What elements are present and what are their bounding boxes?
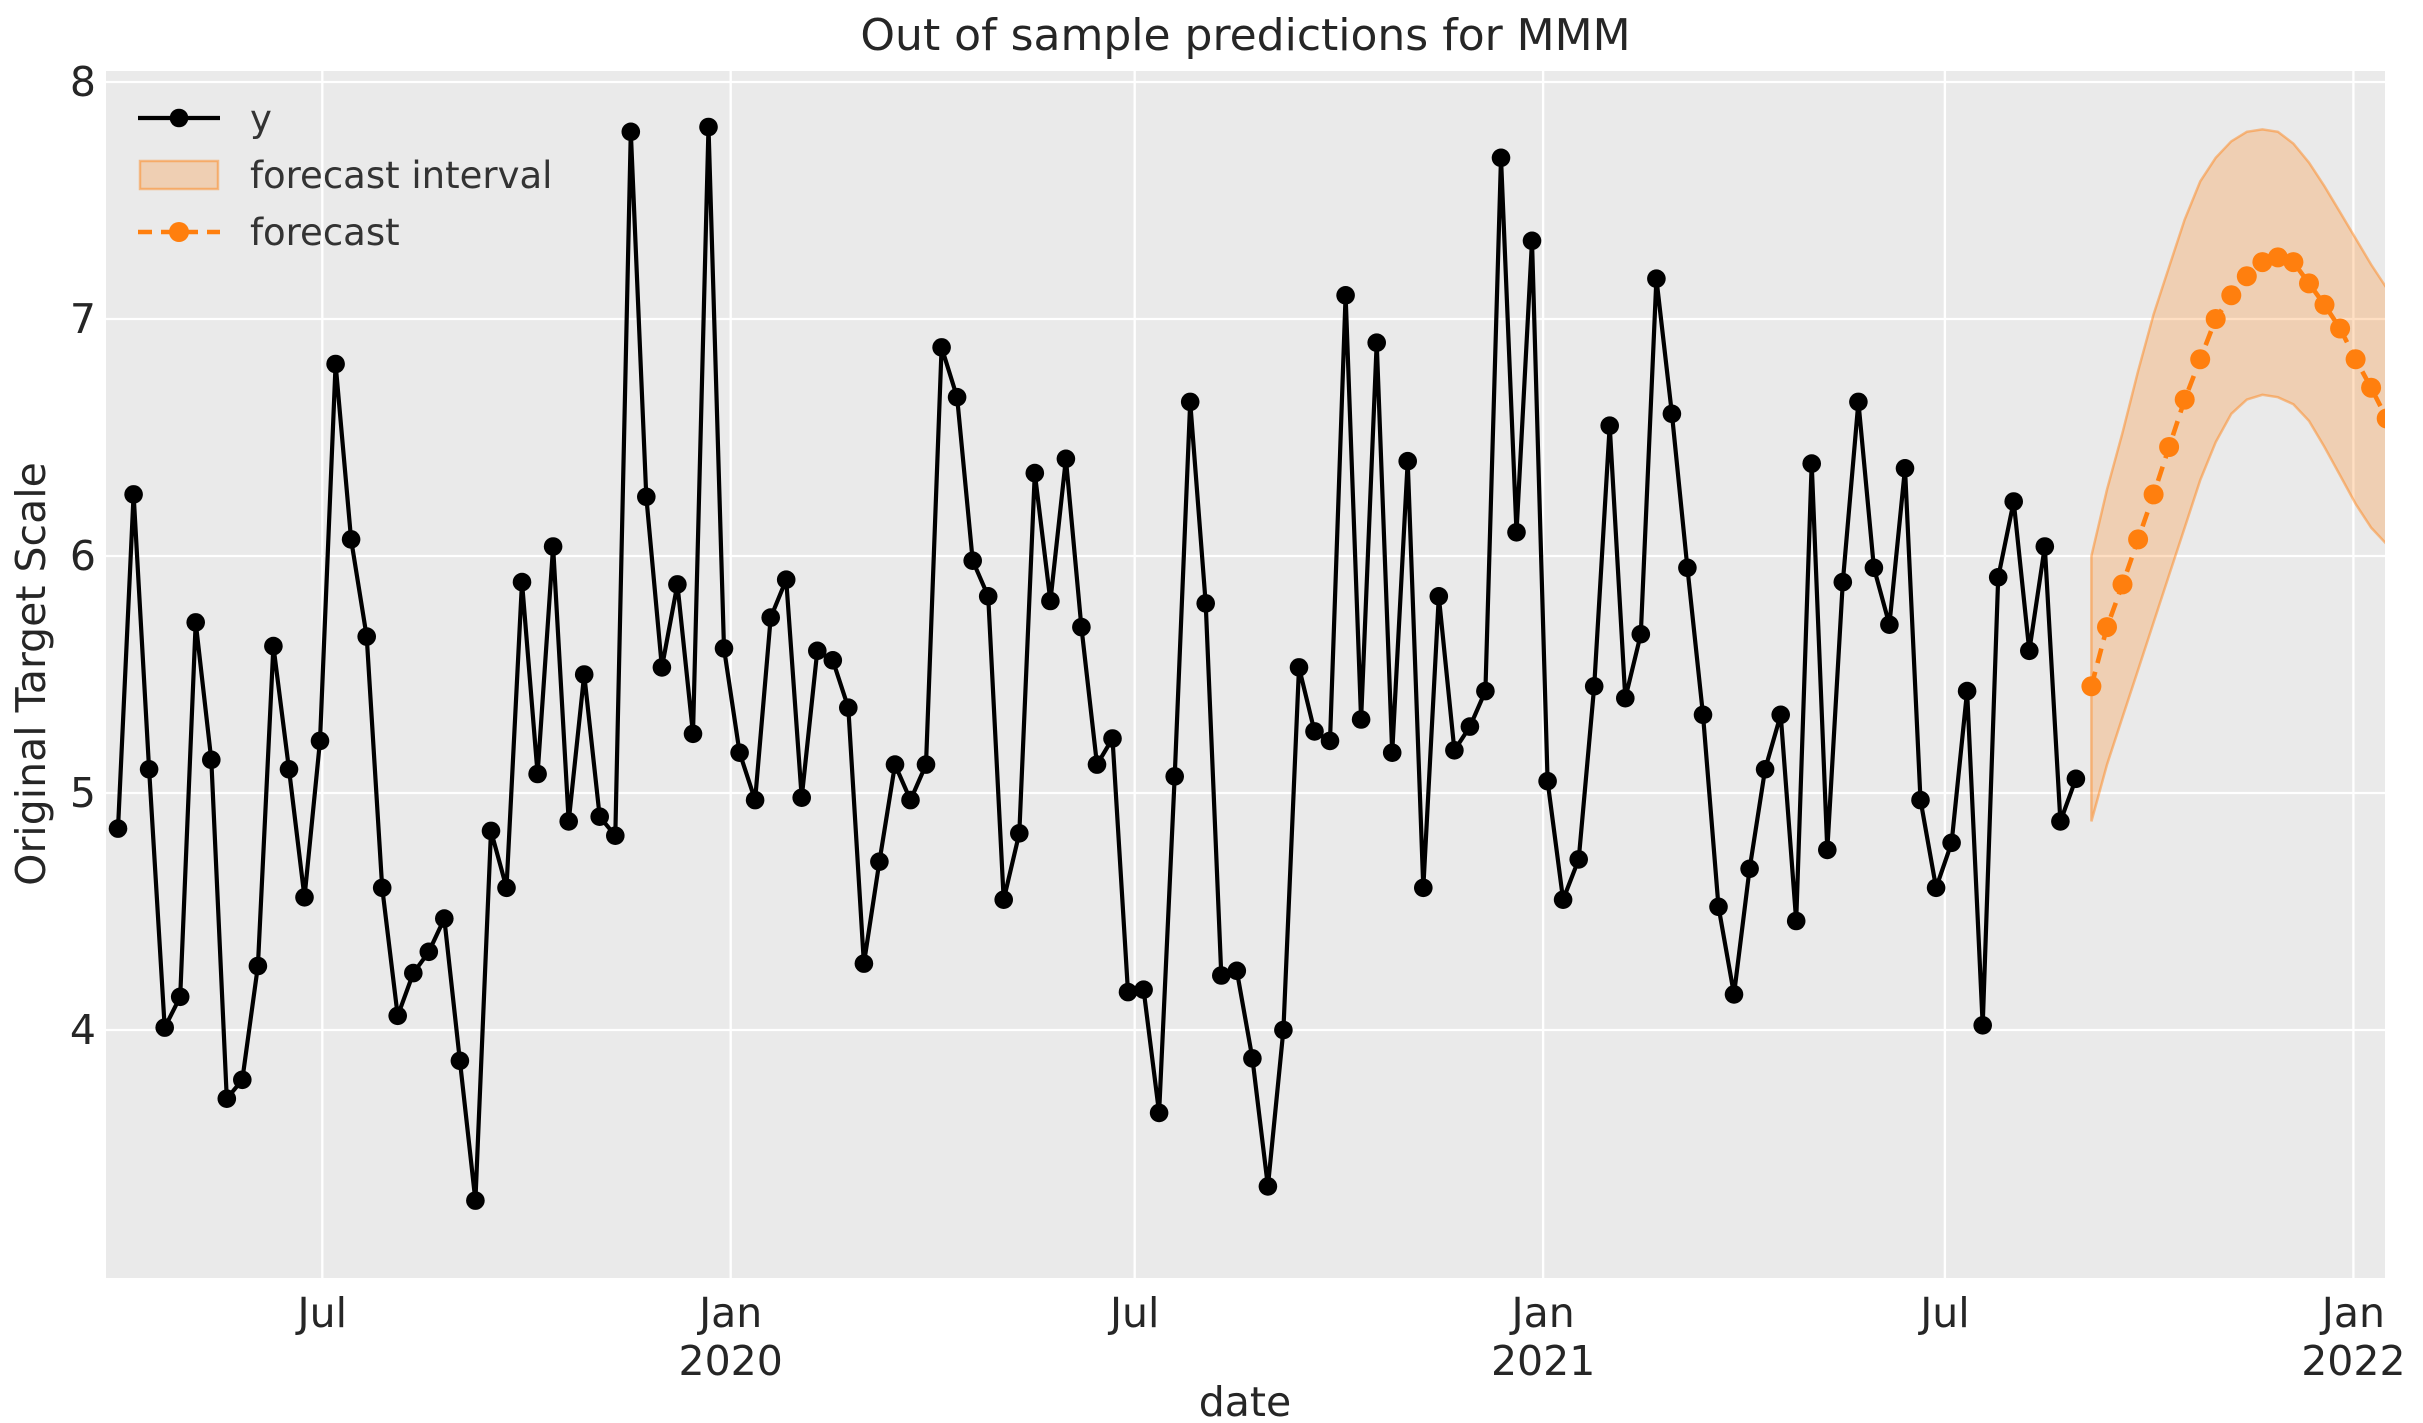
forecast-sample-icon [138,222,220,242]
x-tick-label: Jul [297,1289,347,1337]
y-tick-label: 5 [69,769,96,817]
legend-label-forecast: forecast [250,210,400,254]
forecast-series [2081,247,2385,697]
x-tick-label: Jan [1511,1289,1575,1337]
legend-label-y: y [250,96,272,140]
x-tick-label: Jul [1109,1289,1160,1337]
legend-item-forecast: forecast [138,208,552,256]
y-tick-label: 6 [69,532,96,580]
x-axis-label: date [1198,1378,1292,1423]
y-series-sample-icon [138,108,220,128]
y-series [108,117,2086,1210]
forecast-interval-band [2090,128,2385,822]
chart-title: Out of sample predictions for MMM [860,10,1631,61]
x-tick-label: Jan [699,1289,763,1337]
y-axis-label: Original Target Scale [7,462,55,886]
x-tick-year-label: 2021 [1490,1337,1596,1385]
x-tick-label: Jul [1920,1289,1970,1337]
x-tick-label: Jan [2321,1289,2385,1337]
legend-label-forecast-interval: forecast interval [250,153,553,197]
y-tick-label: 7 [69,295,96,343]
grid [106,71,2385,1278]
legend-item-forecast-interval: forecast interval [138,151,552,199]
x-tick-year-label: 2022 [2301,1337,2406,1385]
x-tick-year-label: 2020 [678,1337,783,1385]
forecast-interval-sample-icon [138,159,220,191]
y-tick-label: 8 [69,58,96,106]
y-tick-label: 4 [69,1006,96,1054]
plot-background [106,71,2385,1278]
legend: y forecast interval forecast [138,94,552,256]
legend-item-y: y [138,94,552,142]
